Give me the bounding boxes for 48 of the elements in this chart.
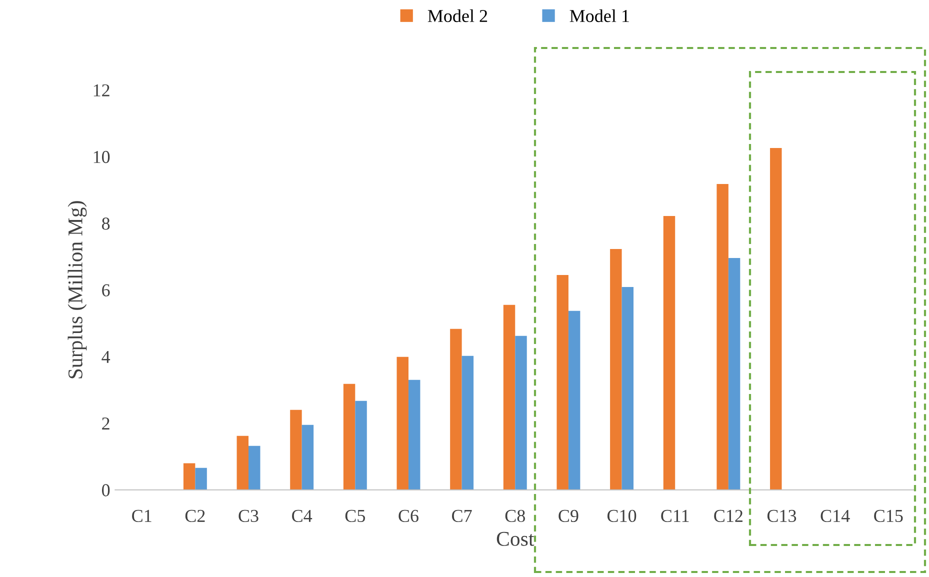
bar (248, 446, 260, 490)
y-tick-label: 10 (94, 150, 110, 164)
x-tick-label: C7 (452, 510, 472, 522)
y-tick-label: 4 (102, 350, 110, 363)
x-tick-label: C15 (874, 510, 903, 522)
x-tick-label: C14 (820, 510, 850, 522)
bar (716, 184, 728, 490)
bar (355, 400, 367, 490)
x-tick-label: C13 (767, 510, 796, 522)
bar (343, 384, 356, 490)
bar (503, 304, 516, 490)
bar (290, 410, 302, 490)
y-axis-title: Surplus (Million Mg) (68, 201, 87, 378)
bar (408, 380, 420, 490)
bar (663, 216, 676, 490)
x-tick-label: C8 (505, 510, 525, 522)
x-tick-label: C12 (714, 510, 742, 522)
y-tick-label: 6 (102, 284, 110, 296)
bar (396, 356, 408, 490)
bar (462, 356, 474, 490)
y-tick-label: 2 (102, 418, 110, 430)
bar (302, 424, 314, 490)
x-tick-label: C5 (345, 510, 365, 522)
bar (195, 468, 207, 490)
x-tick-label: C9 (558, 510, 578, 522)
y-tick-label: 12 (94, 84, 110, 96)
x-tick-label: C10 (607, 510, 636, 522)
bar (622, 286, 634, 490)
legend-label: Model 2 (428, 9, 488, 22)
x-tick-label: C3 (238, 510, 258, 522)
bar (450, 328, 462, 490)
x-tick-label: C11 (661, 510, 689, 522)
bar (728, 258, 740, 490)
bar (610, 248, 622, 490)
x-tick-label: C4 (292, 510, 312, 522)
bar (515, 336, 527, 490)
bar (556, 274, 568, 490)
bar (568, 310, 580, 490)
y-tick-label: 0 (102, 484, 110, 496)
y-tick-label: 8 (102, 218, 110, 230)
bar (183, 463, 196, 490)
x-axis-title: Cost (496, 532, 534, 546)
x-tick-label: C1 (132, 510, 152, 522)
legend-label: Model 1 (570, 9, 629, 22)
x-tick-label: C2 (185, 510, 205, 522)
x-tick-label: C6 (398, 510, 418, 522)
bar (770, 148, 782, 490)
bar (236, 436, 249, 490)
